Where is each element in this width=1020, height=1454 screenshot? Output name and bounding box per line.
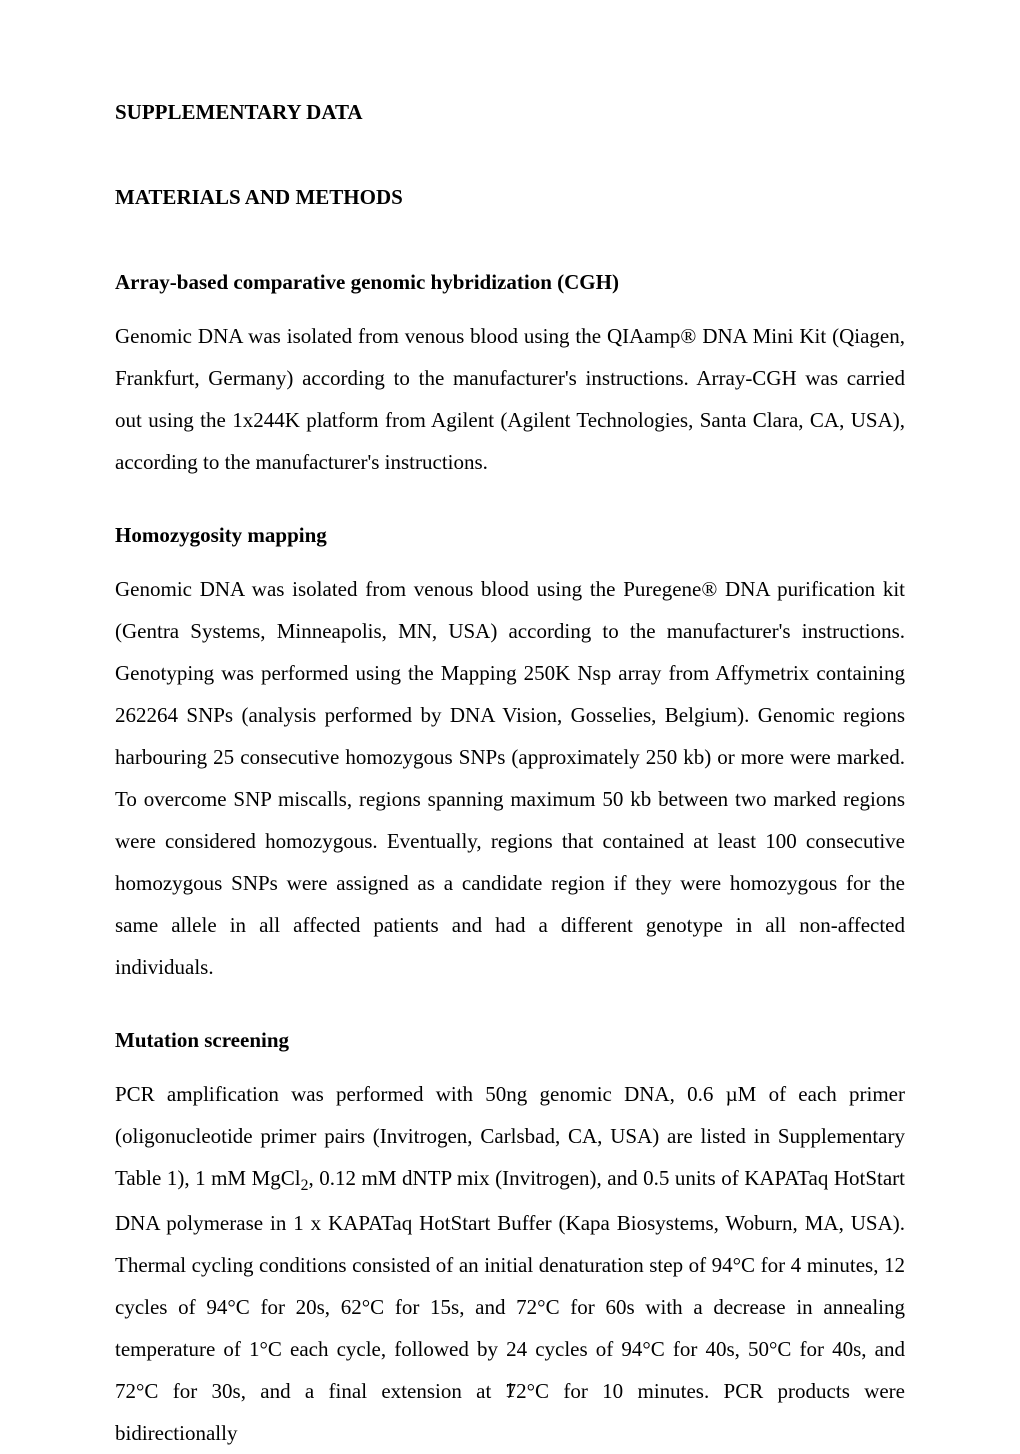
mutation-body-subscript: 2 [301,1177,309,1194]
document-body: SUPPLEMENTARY DATA MATERIALS AND METHODS… [115,100,905,1454]
subsection-body-homozygosity: Genomic DNA was isolated from venous blo… [115,568,905,988]
section-heading-materials: MATERIALS AND METHODS [115,185,905,210]
document-title: SUPPLEMENTARY DATA [115,100,905,125]
subsection-heading-mutation: Mutation screening [115,1028,905,1053]
page-number: 1 [505,1378,516,1403]
subsection-heading-homozygosity: Homozygosity mapping [115,523,905,548]
subsection-body-array-cgh: Genomic DNA was isolated from venous blo… [115,315,905,483]
subsection-heading-array-cgh: Array-based comparative genomic hybridiz… [115,270,905,295]
